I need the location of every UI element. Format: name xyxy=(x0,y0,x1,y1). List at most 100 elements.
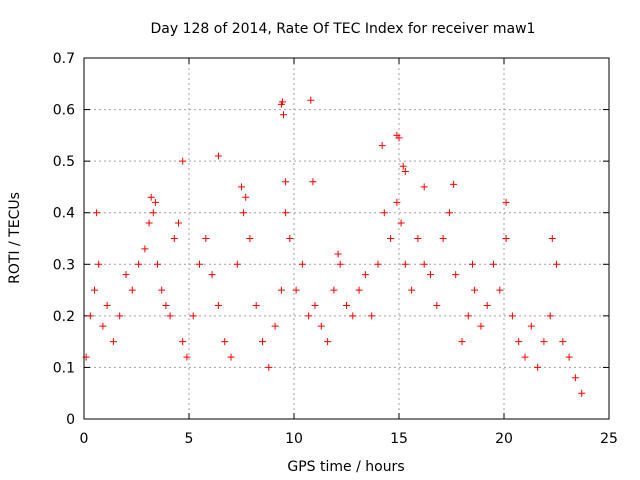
data-point xyxy=(116,312,124,320)
data-point xyxy=(502,198,510,206)
data-point xyxy=(433,302,441,310)
data-point xyxy=(420,183,428,191)
data-point xyxy=(368,312,376,320)
data-point xyxy=(175,219,182,227)
data-point xyxy=(355,286,363,294)
data-point xyxy=(280,111,287,119)
y-tick-label: 0.2 xyxy=(53,309,75,325)
data-point xyxy=(343,302,350,310)
data-point xyxy=(227,353,235,361)
data-point xyxy=(496,286,504,294)
data-point xyxy=(278,98,286,106)
data-point xyxy=(109,338,117,346)
data-point xyxy=(540,338,548,346)
data-point xyxy=(471,286,479,294)
data-point xyxy=(122,271,130,279)
plot-frame xyxy=(83,57,610,420)
y-tick-label: 0.7 xyxy=(53,51,75,67)
data-point xyxy=(305,312,313,320)
data-point xyxy=(91,286,98,294)
data-point xyxy=(490,260,497,268)
data-point xyxy=(151,198,159,206)
data-point xyxy=(534,363,542,371)
data-point xyxy=(374,260,382,268)
data-point xyxy=(166,312,174,320)
data-point xyxy=(571,374,579,382)
x-tick-label: 10 xyxy=(285,431,303,447)
data-point xyxy=(401,260,409,268)
data-point xyxy=(414,235,422,242)
data-point xyxy=(149,209,157,217)
data-point xyxy=(135,260,143,268)
y-tick-label: 0.5 xyxy=(53,154,75,170)
data-point xyxy=(378,142,386,150)
data-point xyxy=(179,157,187,165)
axis-ticks xyxy=(83,57,610,420)
data-point xyxy=(548,235,556,242)
y-tick-label: 0.4 xyxy=(53,206,75,222)
data-point xyxy=(334,250,342,258)
data-point xyxy=(387,235,395,242)
data-point xyxy=(508,312,516,320)
data-point xyxy=(452,271,460,279)
data-point xyxy=(154,260,161,268)
data-point xyxy=(565,353,573,361)
data-point xyxy=(183,353,191,361)
data-point xyxy=(464,312,472,320)
data-point xyxy=(546,312,554,320)
grid-lines xyxy=(84,58,609,419)
data-point xyxy=(420,260,428,268)
data-point xyxy=(93,209,101,217)
x-tick-label: 15 xyxy=(390,431,408,447)
data-point xyxy=(277,286,285,294)
data-point xyxy=(208,271,216,279)
data-point xyxy=(380,209,388,217)
data-point xyxy=(483,302,491,310)
data-point xyxy=(99,322,107,330)
x-tick-labels: 0 5 10 15 20 25 xyxy=(80,431,618,447)
data-point xyxy=(189,312,197,320)
data-point xyxy=(395,134,403,142)
data-point xyxy=(317,322,325,330)
data-point xyxy=(397,219,405,227)
x-tick-label: 0 xyxy=(80,431,89,447)
x-tick-label: 5 xyxy=(185,431,194,447)
data-point xyxy=(553,260,560,268)
x-tick-label: 25 xyxy=(600,431,618,447)
data-point xyxy=(336,260,344,268)
data-point xyxy=(515,338,523,346)
data-point xyxy=(238,183,245,191)
data-point xyxy=(427,271,434,279)
data-point xyxy=(292,286,300,294)
data-point xyxy=(282,209,290,217)
data-point xyxy=(527,322,535,330)
chart-title: Day 128 of 2014, Rate Of TEC Index for r… xyxy=(151,21,536,37)
data-point xyxy=(399,162,407,170)
data-point xyxy=(458,338,466,346)
data-point xyxy=(469,260,476,268)
y-tick-label: 0 xyxy=(66,412,75,428)
data-point xyxy=(179,338,187,346)
data-point xyxy=(439,235,447,242)
data-point xyxy=(202,235,210,242)
data-point xyxy=(309,178,317,186)
data-point xyxy=(103,302,111,310)
data-point xyxy=(450,180,458,188)
data-point xyxy=(324,338,332,346)
data-point xyxy=(95,260,103,268)
data-point xyxy=(282,178,290,186)
data-point xyxy=(330,286,338,294)
data-point xyxy=(559,338,567,346)
data-point xyxy=(158,286,166,294)
data-point xyxy=(445,209,453,217)
data-point xyxy=(298,260,306,268)
data-points xyxy=(82,96,586,397)
data-point xyxy=(145,219,153,227)
data-point xyxy=(221,338,229,346)
data-point xyxy=(477,322,485,330)
data-point xyxy=(286,235,294,242)
data-point xyxy=(311,302,319,310)
data-point xyxy=(521,353,529,361)
data-point xyxy=(86,312,94,320)
